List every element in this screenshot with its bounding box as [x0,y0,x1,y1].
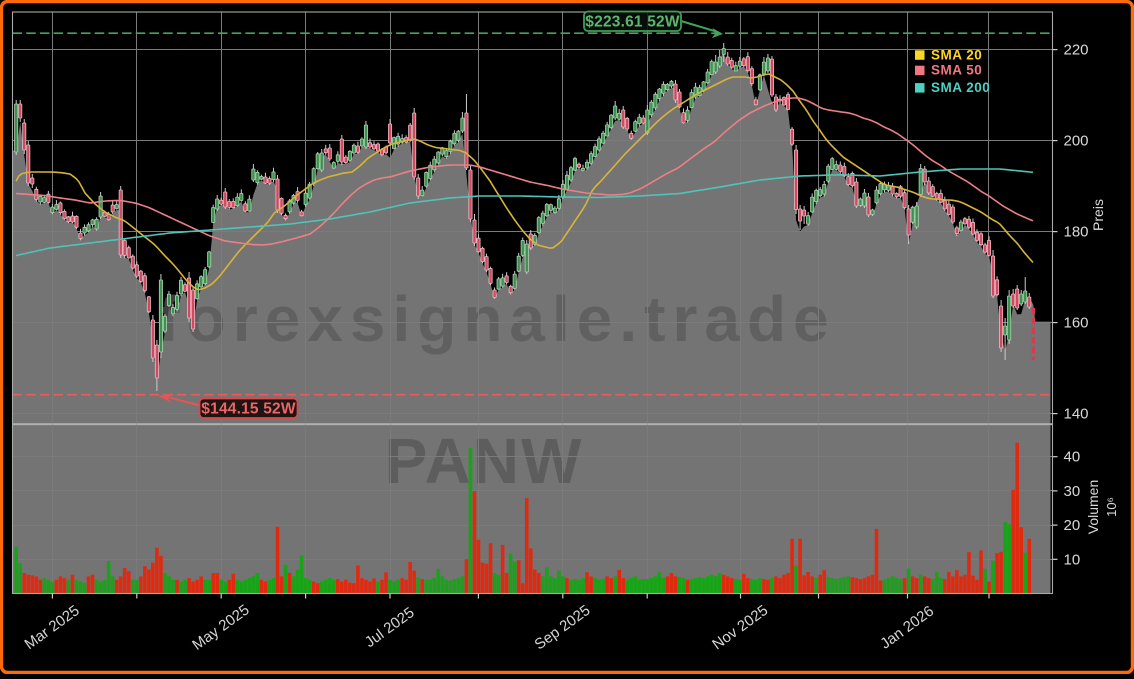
svg-text:$144.15 52W: $144.15 52W [201,401,296,418]
svg-text:forexsignale.trade: forexsignale.trade [158,283,835,355]
svg-text:180: 180 [1064,224,1089,241]
svg-text:160: 160 [1064,315,1089,332]
svg-text:SMA 50: SMA 50 [931,63,982,78]
svg-text:20: 20 [1064,517,1081,534]
svg-text:30: 30 [1064,483,1081,500]
svg-text:Volumen: Volumen [1085,480,1101,534]
svg-text:10: 10 [1064,551,1081,568]
svg-text:SMA 20: SMA 20 [931,47,982,62]
svg-text:SMA 200: SMA 200 [931,80,990,95]
svg-text:10⁶: 10⁶ [1104,497,1119,517]
svg-text:$223.61 52W: $223.61 52W [585,14,680,31]
svg-text:140: 140 [1064,406,1089,423]
svg-text:220: 220 [1064,42,1089,59]
svg-text:PANW: PANW [385,425,584,497]
svg-text:Preis: Preis [1090,199,1106,231]
svg-text:200: 200 [1064,133,1089,150]
svg-text:40: 40 [1064,449,1081,466]
